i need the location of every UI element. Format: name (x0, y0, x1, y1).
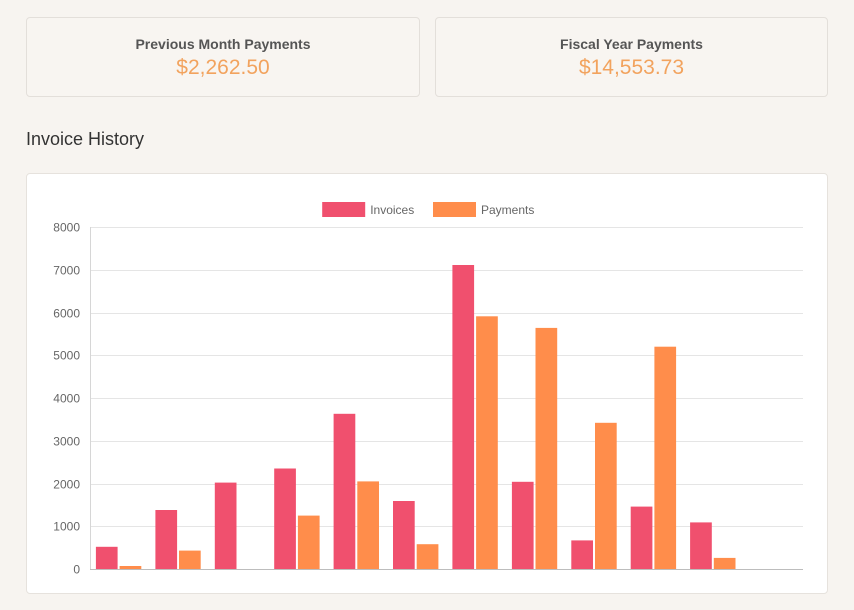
fiscal-year-payments-label: Fiscal Year Payments (560, 36, 703, 52)
previous-month-payments-value: $2,262.50 (176, 56, 270, 79)
payments-bar (119, 566, 142, 569)
payments-bar (476, 316, 498, 569)
y-tick-label: 4000 (53, 392, 80, 406)
payments-bar (357, 481, 379, 569)
legend-payments-swatch (433, 202, 476, 217)
invoice-history-chart: 0 1000 2000 3000 4000 5000 6000 7000 8000 Invoice… (53, 202, 803, 577)
invoices-bar (214, 482, 237, 569)
invoices-bar (155, 510, 178, 569)
legend-invoices-label: Invoices (370, 203, 414, 217)
previous-month-payments-card: Previous Month Payments $2,262.50 (26, 17, 420, 97)
y-tick-label: 6000 (53, 307, 80, 321)
invoices-bar (571, 540, 593, 569)
invoices-bar (452, 265, 475, 569)
invoices-bar (274, 468, 296, 569)
y-tick-label: 2000 (53, 478, 80, 492)
y-tick-label: 5000 (53, 349, 80, 363)
y-tick-label: 1000 (53, 520, 80, 534)
invoices-bar (690, 522, 712, 569)
invoices-bar (630, 506, 653, 569)
y-tick-label: 7000 (53, 264, 80, 278)
payments-bar (416, 544, 439, 569)
invoices-bar (95, 546, 118, 569)
y-tick-label: 0 (73, 563, 80, 577)
payments-bar (179, 550, 201, 569)
payments-bar (595, 422, 617, 569)
y-tick-label: 3000 (53, 435, 80, 449)
payments-bar (654, 346, 677, 569)
invoice-history-title: Invoice History (26, 129, 145, 149)
fiscal-year-payments-card: Fiscal Year Payments $14,553.73 (435, 17, 828, 97)
invoices-bar (333, 413, 356, 569)
payments-bar (535, 327, 558, 569)
legend-invoices-swatch (322, 202, 366, 217)
payments-bar (713, 557, 736, 569)
invoice-history-chart-card: 0 1000 2000 3000 4000 5000 6000 7000 8000 Invoice… (26, 173, 828, 594)
legend-payments-label: Payments (481, 203, 534, 217)
payments-bar (297, 515, 320, 569)
y-tick-label: 8000 (53, 221, 80, 235)
invoices-bar (393, 501, 415, 569)
invoices-bar (511, 481, 534, 569)
fiscal-year-payments-value: $14,553.73 (578, 56, 685, 79)
previous-month-payments-label: Previous Month Payments (135, 36, 311, 52)
